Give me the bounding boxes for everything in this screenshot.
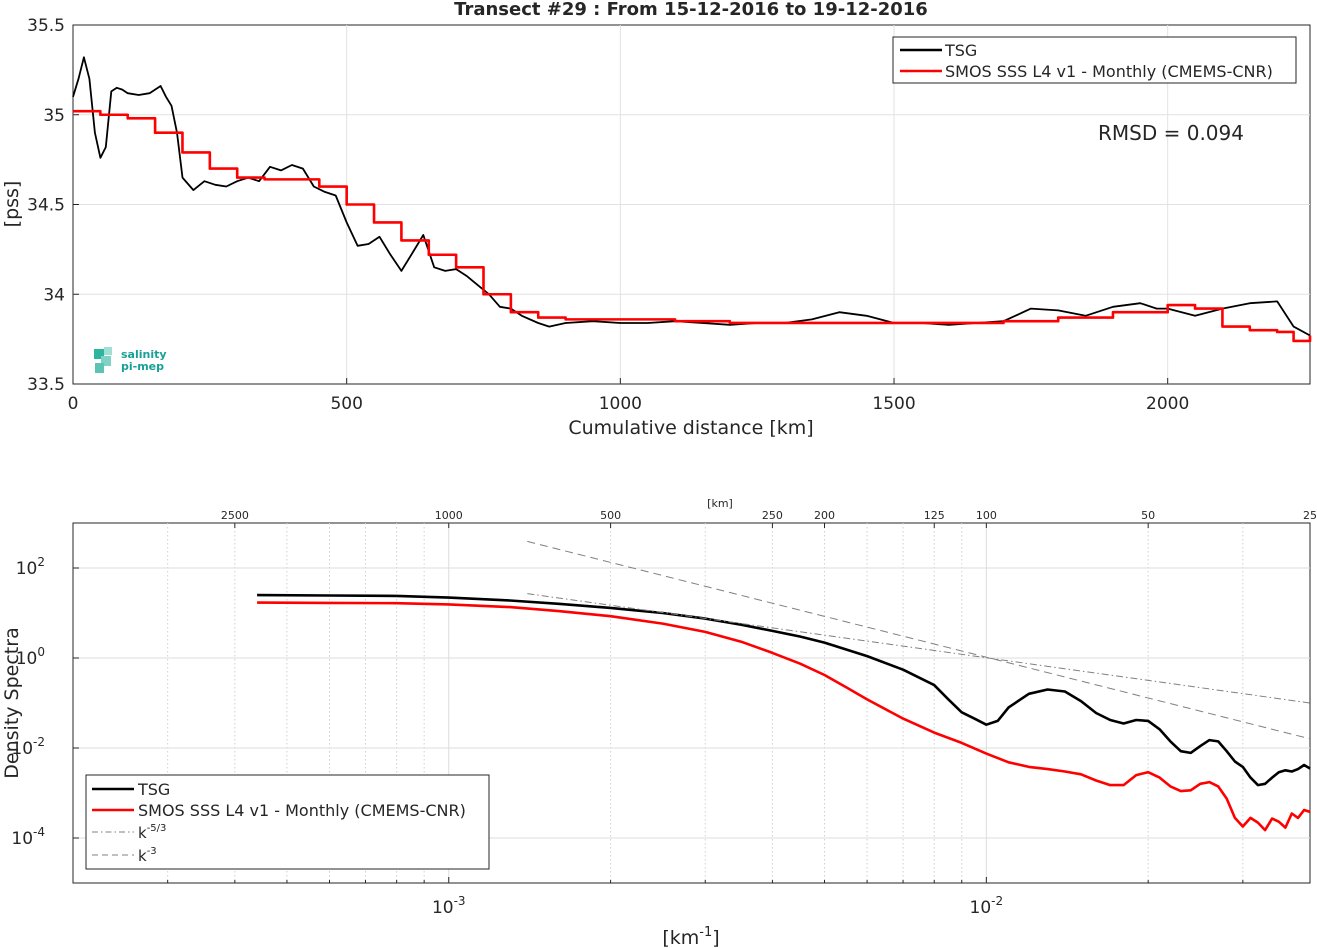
spectra-top-tick-label: 50 [1141,509,1155,522]
smos-salinity-line [73,109,1312,343]
salinity-y-tick-labels: 33.5 34 34.5 35 35.5 [27,16,65,395]
salinity-y-axis-label: [pss] [1,181,23,228]
salinity-x-tick-label: 500 [330,394,362,414]
salinity-y-tick-label: 34 [43,285,65,305]
spectra-top-tick-label: 100 [976,509,997,522]
spectra-top-axis-label: [km] [707,497,733,510]
svg-text:salinity: salinity [121,348,167,361]
spectra-top-tick-label: 250 [762,509,783,522]
salinity-y-tick-label: 33.5 [27,375,65,395]
spectra-y-tick-label: 102 [16,555,45,579]
spectra-top-km-tick-labels: 2500 1000 500 250 200 125 100 50 25 [221,509,1317,528]
spectra-top-tick-label: 1000 [435,509,463,522]
spectra-top-tick-label: 25 [1303,509,1317,522]
salinity-y-tick-label: 34.5 [27,196,65,216]
spectra-top-tick-label: 500 [600,509,621,522]
rmsd-annotation: RMSD = 0.094 [1098,121,1244,145]
spectra-legend-label-smos: SMOS SSS L4 v1 - Monthly (CMEMS-CNR) [138,801,466,820]
spectra-legend-label-tsg: TSG [137,780,170,799]
spectra-legend: TSG SMOS SSS L4 v1 - Monthly (CMEMS-CNR)… [85,774,490,870]
spectra-top-tick-label: 2500 [221,509,249,522]
salinity-x-tick-label: 1000 [599,394,642,414]
salinity-x-tick-label: 2000 [1146,394,1189,414]
spectra-series [257,540,1311,832]
k-five-thirds-reference-line [527,593,1311,704]
salinity-plot: Transect #29 : From 15-12-2016 to 19-12-… [1,0,1312,439]
k-minus-three-reference-line [527,540,1311,740]
spectra-y-axis-label: Density Spectra [1,627,23,778]
svg-text:pi-mep: pi-mep [121,360,164,373]
legend-label-smos: SMOS SSS L4 v1 - Monthly (CMEMS-CNR) [945,62,1273,81]
chart-title: Transect #29 : From 15-12-2016 to 19-12-… [454,0,928,20]
spectra-top-tick-label: 125 [924,509,945,522]
salinity-series [72,56,1312,343]
spectra-top-tick-label: 200 [814,509,835,522]
legend-label-tsg: TSG [944,41,977,60]
salinity-x-tick-labels: 0 500 1000 1500 2000 [68,394,1190,414]
salinity-y-tick-label: 35 [43,106,65,126]
smos-spectrum-line [257,601,1311,832]
salinity-pi-mep-logo: salinity pi-mep [94,347,167,373]
salinity-x-tick-label: 0 [68,394,79,414]
salinity-y-tick-label: 35.5 [27,16,65,36]
salinity-x-tick-label: 1500 [872,394,915,414]
salinity-legend: TSG SMOS SSS L4 v1 - Monthly (CMEMS-CNR) [892,36,1297,84]
salinity-x-axis-label: Cumulative distance [km] [568,417,813,439]
salinity-gridlines [72,24,1310,385]
